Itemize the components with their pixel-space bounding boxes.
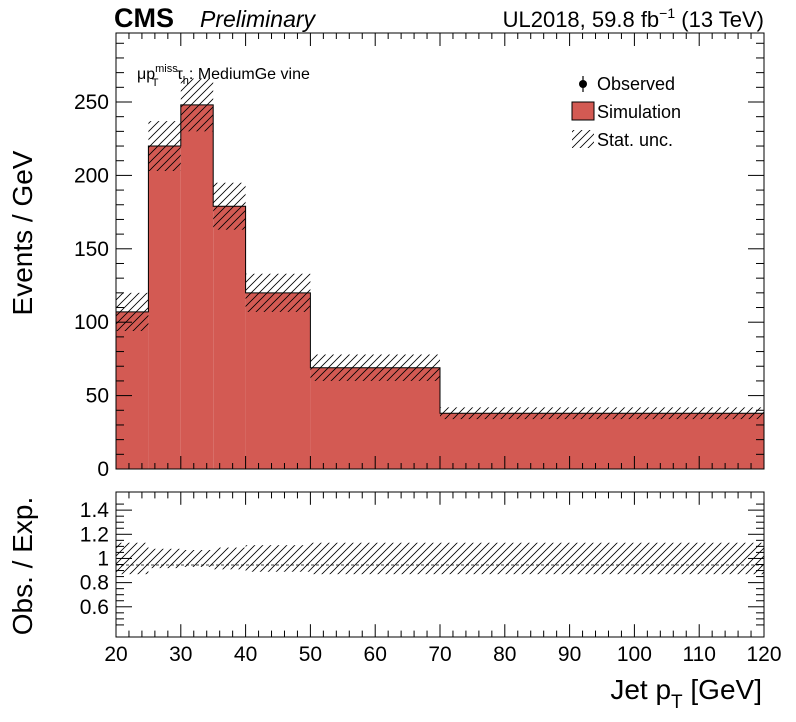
x-tick-label: 70	[428, 643, 451, 666]
annotation-tau: τ	[176, 66, 183, 83]
x-tick-label: 80	[493, 643, 516, 666]
simulation-bars	[115, 104, 765, 469]
lumi-prefix: UL2018, 59.8 fb	[503, 7, 660, 32]
simulation-bar	[116, 311, 149, 469]
x-axis-title: Jet pT [GeV]	[610, 674, 762, 713]
legend-observed-label: Observed	[597, 74, 675, 94]
x-tick-label: 90	[558, 643, 581, 666]
ratio-y-tick-label: 1	[97, 547, 109, 570]
main-frame	[115, 32, 765, 470]
simulation-bar	[245, 292, 311, 469]
ratio-y-tick-label: 0.8	[80, 572, 109, 595]
x-tick-label: 20	[104, 643, 127, 666]
legend-simulation-label: Simulation	[597, 102, 681, 122]
lumi-exponent: −1	[659, 5, 675, 21]
stat-unc-band	[148, 121, 181, 171]
simulation-bar	[180, 104, 214, 469]
simulation-bar	[310, 367, 440, 469]
annotation-mu: μp	[137, 66, 155, 83]
main-y-tick-label: 0	[97, 458, 109, 481]
x-tick-label: 30	[169, 643, 192, 666]
stat-unc-band	[180, 78, 214, 132]
main-y-tick-label: 50	[86, 385, 109, 408]
x-tick-label: 110	[682, 643, 715, 666]
cms-label: CMS	[114, 3, 174, 33]
ratio-y-axis-title: Obs. / Exp.	[7, 497, 38, 636]
annotation-tau-sub: h	[183, 75, 189, 87]
stat-unc-bands	[116, 78, 764, 420]
stat-unc-band	[310, 354, 440, 381]
simulation-bar	[440, 413, 764, 469]
annotation-rest: : MediumGe vine	[189, 66, 310, 83]
legend-stat-unc-swatch	[572, 130, 594, 148]
ratio-unc-bands	[116, 542, 764, 575]
ratio-y-ticks: 0.60.811.21.4	[80, 499, 764, 626]
ratio-y-tick-label: 0.6	[80, 596, 109, 619]
x-tick-label: 50	[299, 643, 322, 666]
ratio-frame	[115, 491, 765, 638]
main-y-tick-label: 250	[74, 91, 109, 114]
x-tick-label: 60	[364, 643, 387, 666]
lumi-label: UL2018, 59.8 fb−1 (13 TeV)	[503, 5, 764, 32]
ratio-unc-band	[148, 548, 181, 569]
stat-unc-band	[213, 182, 246, 230]
x-axis-title-main: Jet p	[610, 674, 671, 705]
x-axis-title-sub: T	[671, 692, 683, 713]
legend-observed-marker	[579, 76, 587, 92]
ratio-y-tick-label: 1.2	[80, 523, 109, 546]
stat-unc-band	[116, 292, 149, 332]
preliminary-label: Preliminary	[200, 6, 317, 32]
main-x-ticks	[115, 33, 765, 469]
main-panel: 0 50 100 150 200 250	[74, 32, 765, 481]
simulation-bar	[148, 146, 181, 469]
annotation-p-sup: miss	[155, 63, 178, 75]
stat-unc-band	[245, 273, 311, 312]
legend: Observed Simulation Stat. unc.	[571, 74, 681, 150]
main-y-tick-label: 150	[74, 238, 109, 261]
lumi-suffix: (13 TeV)	[675, 7, 764, 32]
legend-stat-unc-label: Stat. unc.	[597, 130, 673, 150]
x-tick-label: 40	[234, 643, 257, 666]
ratio-unc-band	[213, 547, 246, 570]
legend-simulation-swatch	[571, 101, 595, 121]
ratio-x-ticks: 20 30 40 50 60 70 80 90 100 110 120	[104, 492, 782, 666]
ratio-y-tick-label: 1.4	[80, 499, 110, 522]
ratio-unc-band	[245, 545, 311, 572]
ratio-panel: 0.60.811.21.4 20 30 40 50 60 70 80 90 100 110 120	[80, 491, 782, 666]
stat-unc-band	[440, 407, 764, 420]
x-axis-title-unit: [GeV]	[683, 674, 762, 705]
main-y-axis-title: Events / GeV	[7, 150, 38, 315]
ratio-unc-band	[310, 542, 440, 575]
x-tick-label: 120	[746, 643, 781, 666]
main-y-tick-label: 100	[74, 311, 109, 334]
ratio-unc-band	[180, 550, 214, 567]
simulation-bar	[213, 206, 246, 469]
ratio-unc-band	[440, 542, 764, 575]
main-y-ticks: 0 50 100 150 200 250	[74, 42, 764, 481]
annotation-p-sub: T	[152, 77, 159, 89]
x-tick-label: 100	[617, 643, 652, 666]
main-y-tick-label: 200	[74, 164, 109, 187]
